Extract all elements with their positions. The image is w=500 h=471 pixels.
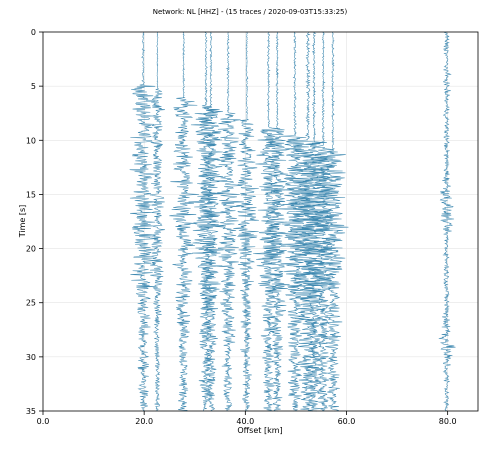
y-tick-label: 20: [26, 245, 36, 254]
x-tick-label: 40.0: [236, 417, 254, 426]
plot-frame: [42, 31, 479, 412]
y-axis-label: Time [s]: [18, 205, 27, 239]
seismic-trace: [262, 31, 290, 412]
seismic-trace: [233, 31, 259, 412]
seismic-trace: [129, 31, 159, 412]
y-tick-label: 30: [26, 353, 36, 362]
seismic-trace: [149, 31, 165, 412]
x-tick-label: 60.0: [338, 417, 356, 426]
x-tick-label: 80.0: [439, 417, 457, 426]
x-axis-ticks: 0.0 20.0 40.0 60.0 80.0: [37, 411, 457, 426]
y-axis-ticks: 0 5 10 15 20 25 30 35: [26, 28, 43, 416]
y-tick-label: 5: [31, 82, 36, 91]
x-tick-label: 20.0: [135, 417, 153, 426]
seismic-trace: [198, 31, 228, 412]
seismic-trace: [275, 31, 314, 412]
seismic-trace: [169, 31, 199, 412]
trace-group: [129, 31, 456, 412]
seismic-trace: [215, 31, 244, 412]
y-tick-label: 10: [26, 136, 36, 145]
chart-title: Network: NL [HHZ] - (15 traces / 2020-09…: [153, 8, 348, 16]
seismic-trace: [308, 31, 338, 412]
y-tick-label: 0: [31, 28, 36, 37]
y-tick-label: 15: [26, 190, 36, 199]
seismic-trace: [318, 31, 349, 412]
x-tick-label: 0.0: [37, 417, 50, 426]
seismic-trace: [438, 31, 456, 412]
y-tick-label: 35: [26, 407, 36, 416]
seismic-trace: [188, 31, 224, 412]
x-axis-label: Offset [km]: [237, 426, 282, 435]
y-tick-label: 25: [26, 299, 36, 308]
